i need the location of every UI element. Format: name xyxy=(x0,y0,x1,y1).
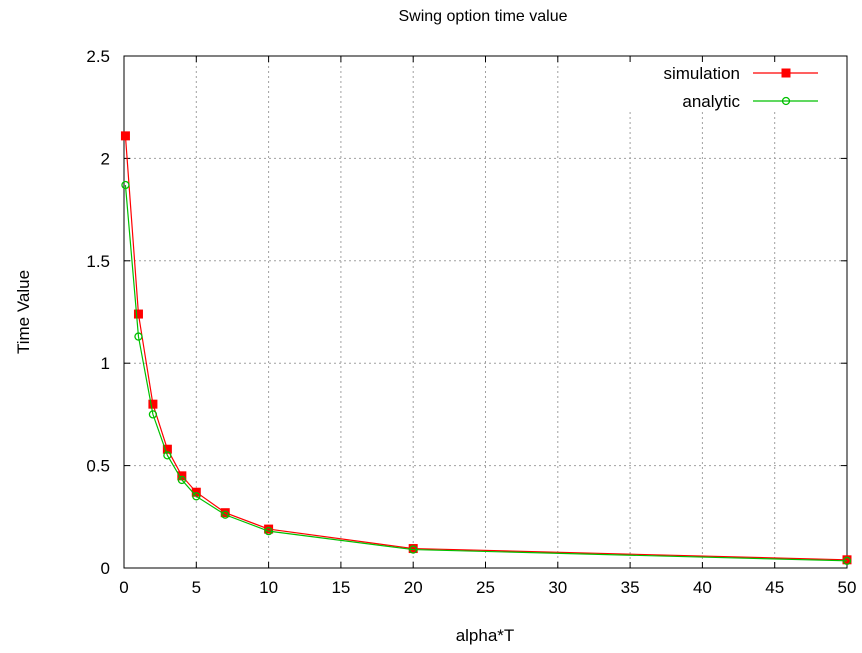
y-tick-label: 0 xyxy=(101,559,110,578)
data-point-analytic xyxy=(148,410,158,419)
data-point-analytic xyxy=(221,510,230,519)
legend-label-analytic: analytic xyxy=(682,92,740,111)
data-point-analytic xyxy=(163,451,172,460)
series-analytic xyxy=(121,180,852,565)
legend-label-simulation: simulation xyxy=(663,64,740,83)
series-simulation xyxy=(120,131,852,565)
data-point-analytic xyxy=(264,526,273,536)
series-line-simulation xyxy=(124,135,848,561)
data-point-simulation xyxy=(264,524,274,534)
data-point-simulation xyxy=(148,399,158,409)
x-tick-label: 0 xyxy=(119,578,128,597)
x-tick-label: 25 xyxy=(476,578,495,597)
data-point-analytic xyxy=(121,180,130,190)
x-tick-label: 45 xyxy=(765,578,784,597)
y-tick-label: 2 xyxy=(101,149,110,168)
legend-marker-analytic xyxy=(781,96,791,106)
x-axis-title: alpha*T xyxy=(456,626,515,645)
x-tick-label: 20 xyxy=(404,578,423,597)
legend: simulation analytic xyxy=(663,64,818,111)
data-point-simulation xyxy=(133,309,143,319)
x-tick-label: 50 xyxy=(838,578,857,597)
data-point-simulation xyxy=(842,555,852,565)
x-tick-label: 5 xyxy=(192,578,201,597)
data-point-analytic xyxy=(177,475,186,485)
legend-marker-simulation xyxy=(781,68,791,78)
chart-title: Swing option time value xyxy=(399,8,568,25)
data-point-analytic xyxy=(842,556,852,565)
y-tick-label: 1 xyxy=(101,354,110,373)
y-tick-label: 0.5 xyxy=(86,457,110,476)
x-tick-label: 40 xyxy=(693,578,712,597)
series-layer xyxy=(120,131,852,565)
axis-ticks: 0 5 10 15 20 25 30 35 40 45 50 0 0.5 1 1.5 2 2.5 xyxy=(86,47,856,597)
y-tick-label: 1.5 xyxy=(86,252,110,271)
x-tick-label: 10 xyxy=(259,578,278,597)
x-tick-label: 15 xyxy=(331,578,350,597)
grid xyxy=(124,56,847,568)
x-tick-label: 30 xyxy=(548,578,567,597)
series-line-analytic xyxy=(124,184,848,562)
data-point-simulation xyxy=(120,131,130,141)
x-tick-label: 35 xyxy=(621,578,640,597)
data-point-analytic xyxy=(134,332,143,341)
y-tick-label: 2.5 xyxy=(86,47,110,66)
data-point-analytic xyxy=(409,545,418,554)
y-axis-title: Time Value xyxy=(14,270,33,354)
data-point-simulation xyxy=(162,444,172,454)
data-point-analytic xyxy=(192,492,201,501)
data-point-simulation xyxy=(220,508,230,518)
data-point-simulation xyxy=(408,544,418,554)
